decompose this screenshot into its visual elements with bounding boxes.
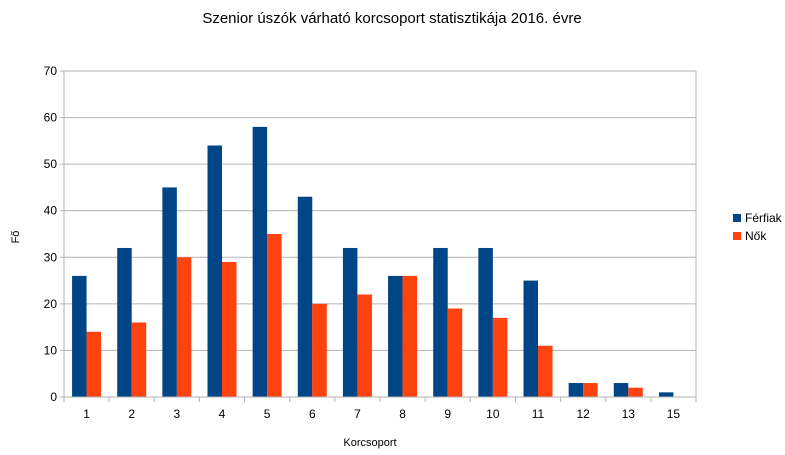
x-tick-label: 2	[128, 407, 135, 421]
x-tick-label: 9	[444, 407, 451, 421]
bar-ferfiak	[297, 196, 313, 397]
bar-ferfiak	[568, 383, 584, 397]
legend-label: Férfiak	[745, 211, 783, 225]
legend-label: Nők	[745, 229, 767, 243]
bar-nok	[267, 234, 282, 397]
legend-swatch	[733, 232, 741, 240]
bar-nok	[583, 383, 598, 397]
bar-ferfiak	[162, 187, 177, 397]
legend: Férfiak Nők	[733, 211, 783, 243]
y-tick-label: 0	[50, 390, 57, 404]
bar-ferfiak	[72, 275, 87, 397]
bar-nok	[447, 308, 463, 397]
x-tick-label: 10	[486, 407, 500, 421]
gridlines	[60, 70, 696, 398]
bar-ferfiak	[478, 247, 493, 397]
y-tick-label: 10	[44, 343, 58, 357]
x-tick-label: 6	[309, 407, 316, 421]
bar-ferfiak	[658, 392, 674, 397]
x-tick-label: 5	[264, 407, 271, 421]
y-tick-label: 30	[44, 250, 58, 264]
x-tick-label: 3	[174, 407, 181, 421]
bar-nok	[357, 294, 372, 397]
bar-nok	[402, 275, 418, 397]
x-axis-title: Korcsoport	[343, 437, 396, 449]
bar-ferfiak	[388, 275, 403, 397]
bar-nok	[492, 317, 508, 397]
bar-nok	[176, 257, 192, 397]
bar-ferfiak	[207, 145, 222, 397]
bar-nok	[312, 303, 327, 397]
x-tick-label: 8	[399, 407, 406, 421]
bars	[72, 126, 674, 397]
y-tick-label: 60	[44, 111, 58, 125]
bar-ferfiak	[342, 247, 358, 397]
y-axis-title: Fő	[10, 231, 22, 244]
x-tick-label: 1	[83, 407, 90, 421]
legend-swatch	[733, 214, 741, 222]
x-tick-label: 11	[532, 407, 545, 421]
bar-nok	[628, 387, 643, 397]
bar-ferfiak	[433, 247, 448, 397]
y-tick-label: 70	[44, 64, 58, 78]
bar-nok	[538, 345, 553, 397]
x-tick-label: 12	[576, 407, 590, 421]
bar-ferfiak	[117, 247, 132, 397]
bar-nok	[131, 322, 147, 397]
x-tick-label: 7	[354, 407, 361, 421]
bar-nok	[222, 261, 237, 397]
bar-ferfiak	[523, 280, 538, 397]
x-tick-label: 13	[622, 407, 636, 421]
chart-title: Szenior úszók várható korcsoport statisz…	[202, 10, 581, 27]
y-tick-label: 50	[44, 157, 58, 171]
y-tick-label: 40	[44, 204, 58, 218]
x-tick-label: 15	[667, 407, 681, 421]
y-tick-label: 20	[44, 297, 58, 311]
bar-nok	[86, 331, 102, 397]
bar-ferfiak	[252, 126, 268, 397]
bar-ferfiak	[613, 383, 629, 397]
x-tick-label: 4	[219, 407, 226, 421]
